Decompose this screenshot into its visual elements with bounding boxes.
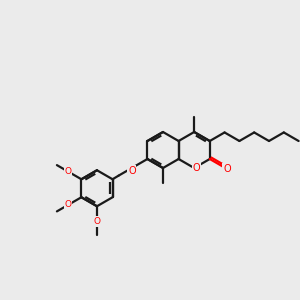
Text: O: O [223,164,231,174]
Text: O: O [64,167,72,176]
Text: O: O [94,217,100,226]
Text: O: O [192,163,200,173]
Text: O: O [128,166,136,176]
Text: O: O [64,200,72,209]
